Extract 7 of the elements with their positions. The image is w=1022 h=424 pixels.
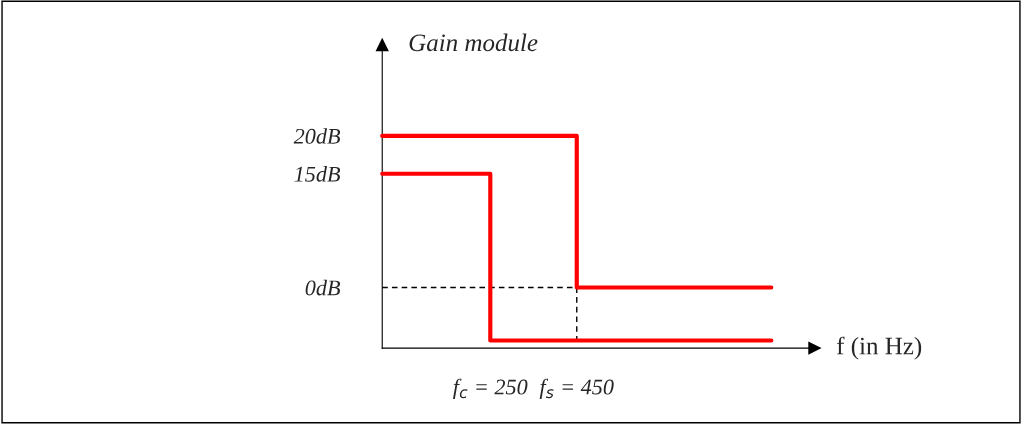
x-tick-label: f$_{c}$ = 250 xyxy=(453,378,528,400)
x-axis-title: f (in Hz) xyxy=(836,336,922,360)
x-tick-label: f$_{s}$ = 450 xyxy=(539,378,614,400)
y-tick-label: 20dB xyxy=(293,128,341,144)
y-axis-title: Gain module xyxy=(409,33,538,52)
y-tick-label: 15dB xyxy=(294,166,341,182)
y-tick-label: 0dB xyxy=(305,279,341,296)
